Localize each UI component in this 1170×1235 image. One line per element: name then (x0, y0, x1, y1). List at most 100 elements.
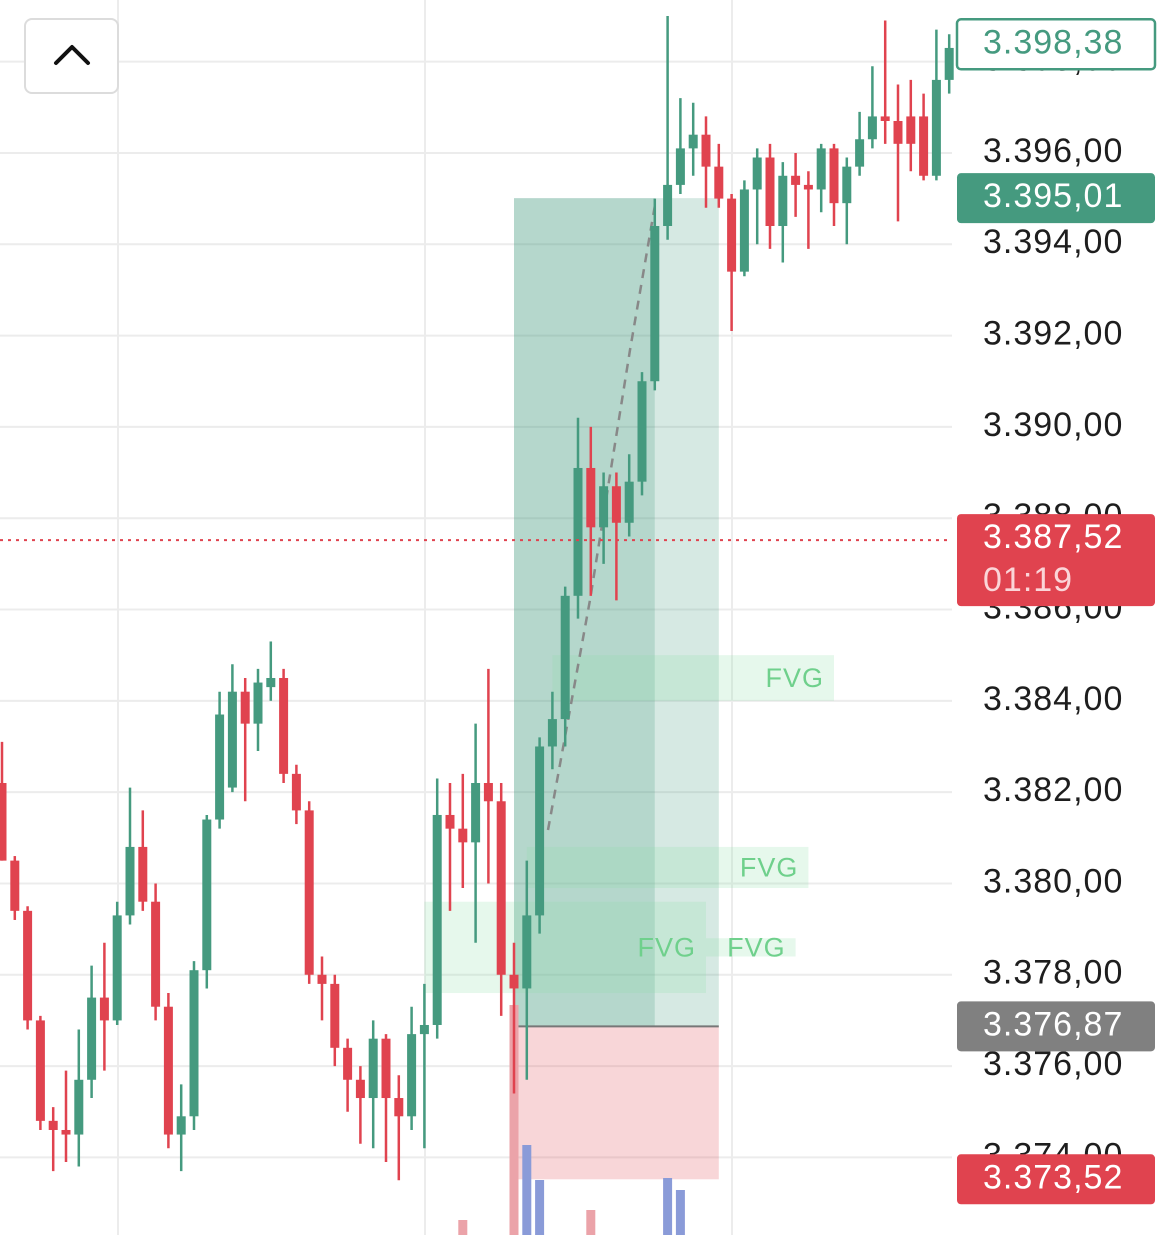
candle-body (765, 157, 775, 226)
candle-body (74, 1079, 84, 1135)
candle-body (931, 79, 941, 176)
candle-body (381, 1038, 391, 1099)
candle-body (624, 481, 634, 523)
candle-body (253, 682, 263, 724)
candle-body (23, 910, 33, 1021)
volume-bar (586, 1210, 596, 1235)
candle-body (189, 970, 199, 1117)
y-tick-label: 3.396,00 (983, 132, 1123, 170)
candle-body (355, 1079, 365, 1099)
candle-body (445, 814, 455, 829)
candle-body (343, 1047, 353, 1080)
candle-body (701, 134, 711, 167)
candle-body (919, 116, 929, 176)
collapse-button[interactable] (24, 18, 119, 94)
candle-body (87, 997, 97, 1080)
price-label-box (955, 18, 1157, 71)
candle-body (61, 1129, 71, 1135)
volume-bar (509, 1005, 519, 1235)
candle-body (842, 166, 852, 204)
candle-body (138, 846, 148, 902)
candle-body (227, 691, 237, 788)
candle-body (586, 467, 596, 528)
fvg-zone (706, 938, 796, 957)
candle-body (791, 175, 801, 185)
candle-body (368, 1038, 378, 1099)
candle-body (394, 1098, 404, 1117)
target-zone-ahead (654, 198, 719, 1027)
candle-body (0, 783, 7, 861)
candle-body (727, 198, 737, 272)
price-label-box (957, 173, 1155, 224)
candle-body (202, 819, 212, 971)
candle-body (176, 1116, 186, 1135)
caret-up-icon[interactable] (54, 45, 90, 65)
fvg-label: FVG (637, 932, 696, 962)
price-label: 3.376,87 (983, 1005, 1123, 1043)
candle-body (471, 783, 481, 843)
price-label: 3.387,52 (983, 518, 1123, 556)
y-tick-label: 3.384,00 (983, 680, 1123, 718)
y-tick-label: 3.392,00 (983, 315, 1123, 353)
candle-body (266, 677, 276, 688)
candle-body (522, 915, 532, 989)
candle-body (163, 1006, 173, 1135)
volume-bar (663, 1178, 673, 1235)
candle-body (893, 120, 903, 144)
fvg-zone (526, 846, 809, 889)
candle-body (291, 773, 301, 811)
price-label-box (957, 1154, 1155, 1205)
y-tick-label: 3.390,00 (983, 406, 1123, 444)
candle-body (496, 801, 506, 975)
candle-body (573, 467, 583, 596)
candle-body (279, 677, 289, 774)
candle-body (10, 860, 20, 911)
candle-body (663, 184, 673, 226)
volume-bar (522, 1145, 532, 1235)
candle-body (48, 1120, 58, 1130)
candle-body (483, 783, 493, 802)
button-frame[interactable] (24, 18, 119, 94)
countdown-label: 01:19 (983, 561, 1073, 599)
y-tick-label: 3.382,00 (983, 771, 1123, 809)
y-tick-label: 3.378,00 (983, 954, 1123, 992)
candle-body (112, 915, 122, 1021)
candle-body (803, 184, 813, 190)
y-tick-label: 3.376,00 (983, 1045, 1123, 1083)
fvg-label: FVG (740, 853, 799, 883)
candle-body (547, 719, 557, 747)
candle-body (509, 974, 519, 989)
volume-bar (535, 1180, 545, 1235)
price-label: 3.395,01 (983, 177, 1123, 215)
stop-zone (514, 1026, 719, 1180)
candle-body (637, 381, 647, 482)
price-label-box (957, 1001, 1155, 1052)
candle-body (611, 486, 621, 523)
candle-body (880, 116, 890, 121)
candle-body (432, 814, 442, 1025)
candle-body (906, 116, 916, 144)
candle-body (599, 486, 609, 528)
candle-body (151, 901, 161, 1007)
candle-body (778, 175, 788, 226)
volume-bar (458, 1220, 468, 1235)
candle-body (240, 691, 250, 724)
candle-body (99, 997, 109, 1021)
candle-body (855, 139, 865, 167)
candle-body (752, 157, 762, 190)
candle-body (816, 148, 826, 190)
candle-body (714, 166, 724, 199)
fvg-label: FVG (727, 932, 786, 962)
candle-body (330, 983, 340, 1048)
candle-body (317, 974, 327, 984)
fvg-zone (552, 655, 834, 701)
candle-body (675, 148, 685, 185)
candle-body (407, 1034, 417, 1117)
fvg-zone (424, 901, 706, 994)
price-label: 3.373,52 (983, 1158, 1123, 1196)
candle-body (35, 1020, 45, 1121)
candle-body (458, 828, 468, 843)
candle-body (944, 47, 954, 80)
